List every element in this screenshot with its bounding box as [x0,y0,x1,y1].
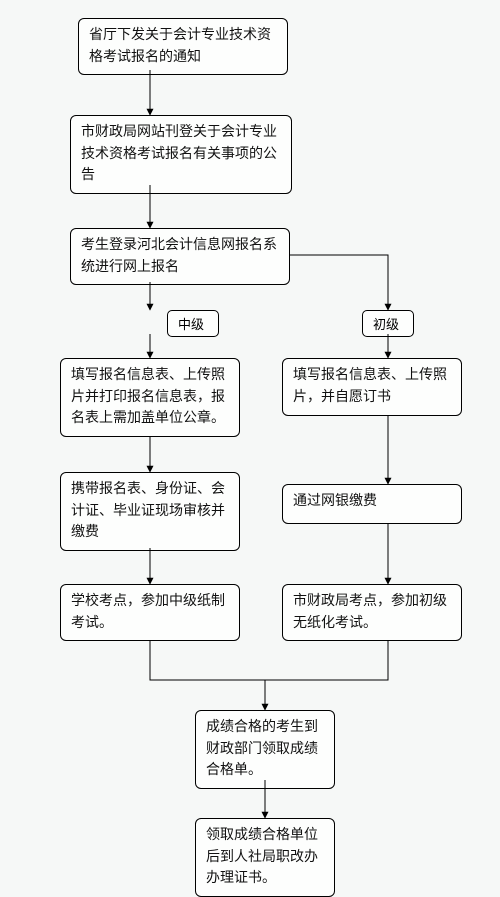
node-m1: 成绩合格的考生到财政部门领取成绩合格单。 [195,710,335,789]
node-z1: 填写报名信息表、上传照片并打印报名信息表，报名表上需加盖单位公章。 [60,358,240,437]
node-n1: 省厅下发关于会计专业技术资格考试报名的通知 [78,18,288,75]
node-n2: 市财政局网站刊登关于会计专业技术资格考试报名有关事项的公告 [70,115,292,194]
label-intermediate: 中级 [167,310,219,337]
node-n3: 考生登录河北会计信息网报名系统进行网上报名 [70,228,290,285]
node-z3: 学校考点，参加中级纸制考试。 [60,584,240,641]
node-m2: 领取成绩合格单位后到人社局职改办办理证书。 [195,818,335,897]
node-z2: 携带报名表、身份证、会计证、毕业证现场审核并缴费 [60,472,240,551]
node-c2: 通过网银缴费 [282,484,462,524]
node-c1: 填写报名信息表、上传照片，并自愿订书 [282,358,462,416]
node-c3: 市财政局考点，参加初级无纸化考试。 [282,584,462,641]
label-primary: 初级 [362,310,414,337]
